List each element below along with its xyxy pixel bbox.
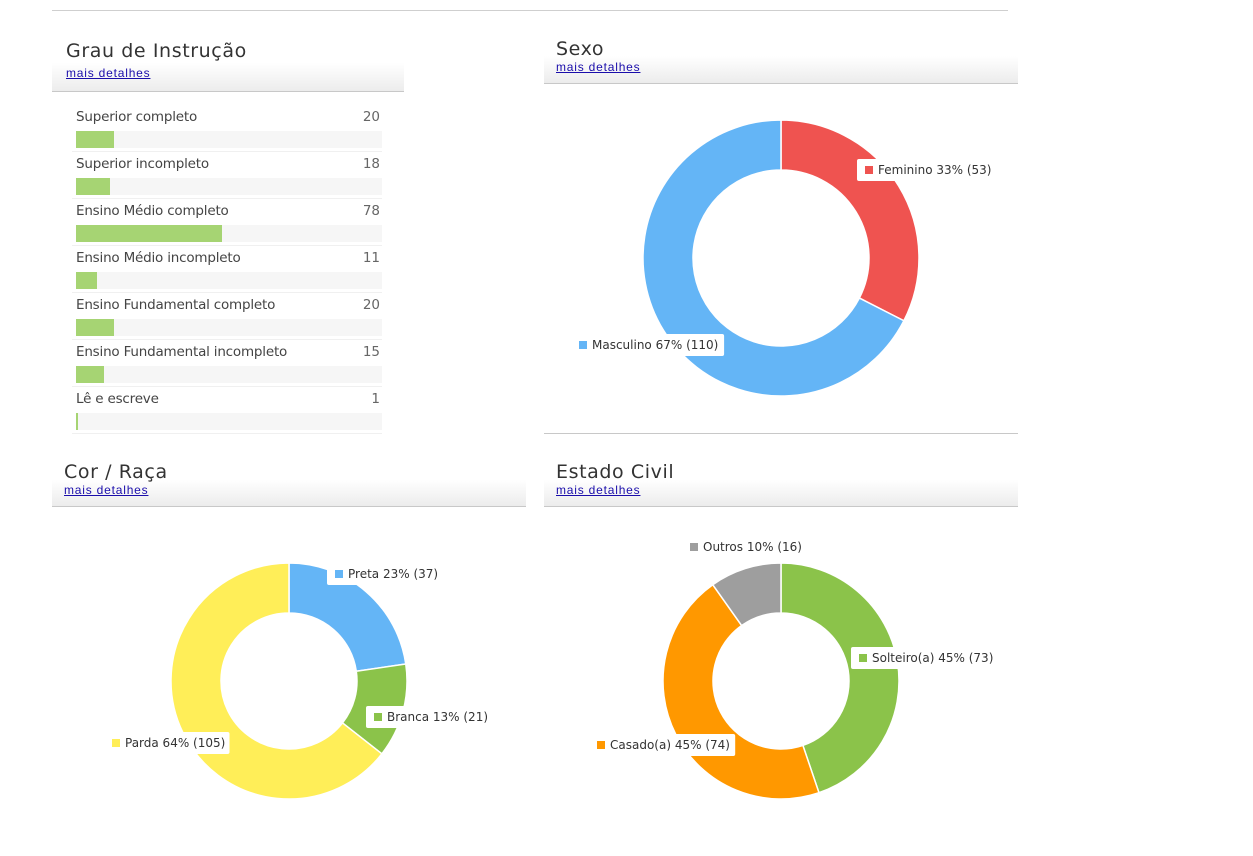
sexo-bottom-rule: [544, 433, 1018, 434]
slice-legend-label: Masculino 67% (110): [571, 334, 725, 356]
civil-details-link[interactable]: mais detalhes: [556, 483, 641, 497]
bar-row: Lê e escreve 1: [72, 387, 382, 434]
bar-value-label: 78: [362, 203, 380, 219]
bar-category-label: Superior incompleto: [76, 156, 209, 172]
instrucao-header: [52, 40, 404, 92]
bar-row: Ensino Fundamental incompleto 15: [72, 340, 382, 387]
bar-track: [76, 272, 382, 289]
bar-row: Superior completo 20: [72, 105, 382, 152]
bar: [76, 131, 114, 148]
bar-category-label: Ensino Fundamental completo: [76, 297, 276, 313]
bar: [76, 319, 114, 336]
legend-box: [857, 159, 997, 181]
legend-text: Parda 64% (105): [125, 736, 225, 750]
bar-row: Superior incompleto 18: [72, 152, 382, 199]
bar-value-label: 11: [362, 250, 380, 266]
legend-text: Preta 23% (37): [348, 567, 438, 581]
legend-swatch: [374, 713, 382, 721]
legend-swatch: [112, 739, 120, 747]
cor-donut-chart: Preta 23% (37) Branca 13% (21) Parda 64% (…: [104, 562, 492, 800]
bar-row: Ensino Médio completo 78: [72, 199, 382, 246]
cor-header: [52, 458, 526, 507]
sexo-details-link[interactable]: mais detalhes: [556, 60, 641, 74]
bar-value-label: 20: [362, 109, 380, 125]
donut-slice: [711, 562, 782, 627]
donut-slice: [780, 562, 900, 794]
slice-legend-label: Outros 10% (16): [682, 536, 808, 558]
sexo-header: [544, 34, 1018, 84]
bar-track: [76, 366, 382, 383]
bar-track: [76, 413, 382, 430]
slice-legend-label: Preta 23% (37): [327, 563, 446, 585]
bar-value-label: 20: [362, 297, 380, 313]
bar-category-label: Superior completo: [76, 109, 198, 125]
bar: [76, 178, 110, 195]
legend-swatch: [335, 570, 343, 578]
legend-swatch: [579, 341, 587, 349]
legend-text: Masculino 67% (110): [592, 338, 718, 352]
slice-legend-label: Branca 13% (21): [366, 706, 492, 728]
legend-swatch: [597, 741, 605, 749]
bar-track: [76, 319, 382, 336]
legend-swatch: [859, 654, 867, 662]
bar: [76, 225, 223, 242]
sexo-title: Sexo: [556, 38, 605, 60]
legend-swatch: [690, 543, 698, 551]
bar-track: [76, 131, 382, 148]
slice-legend-label: Feminino 33% (53): [857, 159, 997, 181]
cor-details-link[interactable]: mais detalhes: [64, 483, 149, 497]
legend-text: Feminino 33% (53): [878, 163, 991, 177]
legend-box: [851, 647, 1011, 669]
legend-swatch: [865, 166, 873, 174]
instrucao-details-link[interactable]: mais detalhes: [66, 66, 151, 80]
bar-track: [76, 225, 382, 242]
cor-title: Cor / Raça: [64, 461, 168, 483]
bar-row: Ensino Médio incompleto 11: [72, 246, 382, 293]
bar: [76, 272, 97, 289]
slice-legend-label: Solteiro(a) 45% (73): [851, 647, 1011, 669]
bar: [76, 413, 78, 430]
top-divider: [52, 10, 1008, 11]
civil-header: [544, 458, 1018, 507]
slice-legend-label: Casado(a) 45% (74): [589, 734, 736, 756]
civil-donut-chart: Solteiro(a) 45% (73) Casado(a) 45% (74) Ou…: [589, 536, 1011, 800]
bar-value-label: 1: [371, 391, 380, 407]
legend-box: [682, 536, 808, 558]
legend-text: Branca 13% (21): [387, 710, 488, 724]
bar-value-label: 18: [362, 156, 380, 172]
civil-title: Estado Civil: [556, 461, 675, 483]
legend-box: [366, 706, 492, 728]
bar-category-label: Lê e escreve: [76, 391, 159, 407]
legend-text: Outros 10% (16): [703, 540, 802, 554]
bar-category-label: Ensino Médio completo: [76, 203, 229, 219]
bar: [76, 366, 105, 383]
legend-box: [571, 334, 725, 356]
legend-text: Casado(a) 45% (74): [610, 738, 730, 752]
bar-track: [76, 178, 382, 195]
legend-box: [589, 734, 736, 756]
legend-box: [104, 732, 230, 754]
instrucao-title: Grau de Instrução: [66, 40, 247, 62]
bar-row: Ensino Fundamental completo 20: [72, 293, 382, 340]
donut-slice: [780, 119, 920, 322]
slice-legend-label: Parda 64% (105): [104, 732, 230, 754]
legend-box: [327, 563, 446, 585]
donut-slice: [642, 119, 905, 397]
instrucao-bar-list: Superior completo 20 Superior incompleto 18…: [72, 105, 382, 434]
bar-category-label: Ensino Médio incompleto: [76, 250, 241, 266]
sexo-donut-chart: Feminino 33% (53) Masculino 67% (110): [571, 119, 997, 397]
legend-text: Solteiro(a) 45% (73): [872, 651, 993, 665]
bar-category-label: Ensino Fundamental incompleto: [76, 344, 288, 360]
bar-value-label: 15: [362, 344, 380, 360]
